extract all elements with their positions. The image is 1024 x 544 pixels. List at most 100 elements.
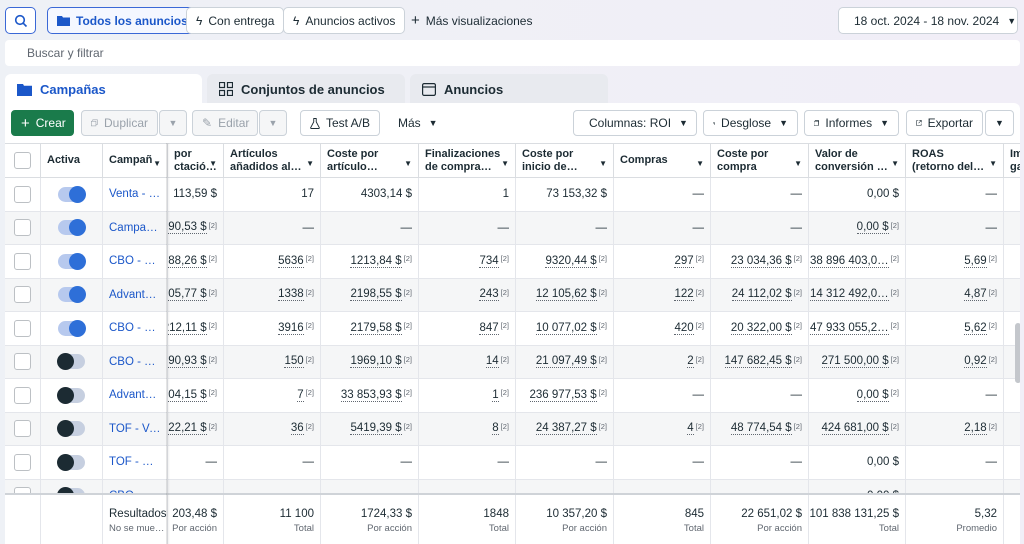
header-cost-per-result[interactable]: por ctació… ▼ <box>168 144 224 177</box>
metric-value[interactable]: 4 <box>687 422 694 436</box>
row-checkbox[interactable] <box>14 386 31 404</box>
row-checkbox[interactable] <box>14 420 31 438</box>
row-checkbox[interactable] <box>14 252 31 270</box>
metric-value[interactable]: 424 681,00 $ <box>821 422 889 436</box>
metric-value[interactable]: 9320,44 $ <box>545 254 597 268</box>
header-campaign[interactable]: Campañ ▼ <box>103 144 168 177</box>
metric-value[interactable]: 4,87 <box>964 288 987 302</box>
metric-value[interactable]: 5636 <box>278 254 304 268</box>
campaign-name-link[interactable]: CBO - T… <box>109 355 161 368</box>
row-checkbox[interactable] <box>14 286 31 304</box>
campaign-toggle[interactable] <box>57 420 85 438</box>
metric-value[interactable]: 205,77 $ <box>168 288 207 302</box>
table-row[interactable]: Campañ…390,53 $[2]——————0,00 $[2]— <box>5 211 1020 245</box>
row-checkbox[interactable] <box>14 219 31 237</box>
table-row[interactable]: TOF - B… — — — — — — — 0,00 $ — <box>5 446 1020 480</box>
metric-value[interactable]: 222,21 $ <box>168 422 207 436</box>
row-checkbox[interactable] <box>14 319 31 337</box>
metric-value[interactable]: 847 <box>479 321 499 335</box>
campaign-name-link[interactable]: TOF - Ve… <box>109 422 161 435</box>
metric-value[interactable]: 23 034,36 $ <box>730 254 792 268</box>
duplicate-button[interactable]: Duplicar <box>81 110 158 136</box>
header-active[interactable]: Activa <box>41 144 103 177</box>
metric-value[interactable]: 12 105,62 $ <box>535 288 597 302</box>
metric-value[interactable]: 1 <box>492 388 499 402</box>
metric-value[interactable]: 24 387,27 $ <box>535 422 597 436</box>
metric-value[interactable]: 5,69 <box>964 254 987 268</box>
columns-button[interactable]: Columnas: ROI ▼ <box>573 110 697 136</box>
campaign-name-link[interactable]: CBO - M… <box>109 255 161 268</box>
metric-value[interactable]: 10 077,02 $ <box>535 321 597 335</box>
metric-value[interactable]: 604,15 $ <box>168 389 207 402</box>
metric-value[interactable]: 2,18 <box>964 422 987 436</box>
vertical-scrollbar[interactable] <box>1015 323 1020 383</box>
view-delivering[interactable]: ϟ Con entrega <box>186 7 285 34</box>
metric-value[interactable]: 0,92 <box>964 355 987 369</box>
table-row[interactable]: Venta - … 113,59 $ 17 4303,14 $ 1 73 153,32 $… <box>5 178 1020 212</box>
metric-value[interactable]: 36 <box>290 422 304 436</box>
table-row[interactable]: CBO - M…388,26 $[2]5636[2]1213,84 $[2]73… <box>5 245 1020 279</box>
metric-value[interactable]: 734 <box>479 254 499 268</box>
metric-value[interactable]: 14 <box>485 355 499 369</box>
metric-value[interactable]: 5419,39 $ <box>350 422 402 436</box>
header-cost-atc[interactable]: Coste por artículo… ▼ <box>321 144 419 177</box>
row-checkbox[interactable] <box>14 453 31 471</box>
metric-value[interactable]: 33 853,93 $ <box>340 388 402 402</box>
select-all-checkbox[interactable] <box>14 152 31 169</box>
view-all-ads[interactable]: Todos los anuncios <box>47 7 198 34</box>
campaign-toggle[interactable] <box>57 353 85 371</box>
campaign-toggle[interactable] <box>58 252 86 270</box>
metric-value[interactable]: 2198,55 $ <box>350 288 402 302</box>
more-button[interactable]: Más ▼ <box>389 110 441 136</box>
metric-value[interactable]: 7 <box>297 388 304 402</box>
metric-value[interactable]: 420 <box>674 321 694 335</box>
ab-test-button[interactable]: Test A/B <box>300 110 380 136</box>
campaign-name-link[interactable]: Advanta… <box>109 288 161 301</box>
header-purchases[interactable]: Compras ▼ <box>614 144 711 177</box>
metric-value[interactable]: 14 312 492,0… <box>810 288 889 302</box>
export-dropdown[interactable]: ▼ <box>985 110 1014 136</box>
metric-value[interactable]: 212,11 $ <box>168 322 207 335</box>
metric-value[interactable]: 24 112,02 $ <box>731 288 792 302</box>
metric-value[interactable]: 0,00 $ <box>856 388 889 402</box>
header-cost-purchase[interactable]: Coste por compra ▼ <box>711 144 809 177</box>
metric-value[interactable]: 1338 <box>278 288 304 302</box>
campaign-name-link[interactable]: Venta - … <box>109 188 161 201</box>
duplicate-dropdown[interactable]: ▼ <box>159 110 187 136</box>
metric-value[interactable]: 47 933 055,2… <box>810 321 889 335</box>
metric-value[interactable]: 2179,58 $ <box>350 321 402 335</box>
metric-value[interactable]: 243 <box>479 288 499 302</box>
campaign-name-link[interactable]: Campañ… <box>109 221 161 234</box>
more-views-button[interactable]: + Más visualizaciones <box>402 7 541 34</box>
table-row[interactable]: TOF - Ve…222,21 $[2]36[2]5419,39 $[2]8[2… <box>5 412 1020 446</box>
header-extra[interactable]: Im ga <box>1004 144 1020 177</box>
table-row[interactable]: CBO - M…212,11 $[2]3916[2]2179,58 $[2]84… <box>5 312 1020 346</box>
metric-value[interactable]: 21 097,49 $ <box>535 355 597 369</box>
campaign-name-link[interactable]: CBO - M… <box>109 322 161 335</box>
campaign-toggle[interactable] <box>57 453 85 471</box>
metric-value[interactable]: 150 <box>284 355 304 369</box>
metric-value[interactable]: 5,62 <box>964 321 987 335</box>
reports-button[interactable]: Informes ▼ <box>804 110 899 136</box>
row-checkbox[interactable] <box>14 353 31 371</box>
campaign-toggle[interactable] <box>58 185 86 203</box>
header-atc[interactable]: Artículos añadidos al… ▼ <box>224 144 321 177</box>
metric-value[interactable]: 390,53 $ <box>168 221 207 235</box>
header-roas[interactable]: ROAS (retorno del… ▼ <box>906 144 1004 177</box>
metric-value[interactable]: 190,93 $ <box>168 355 207 369</box>
campaign-toggle[interactable] <box>58 319 86 337</box>
metric-value[interactable]: 147 682,45 $ <box>724 355 792 369</box>
metric-value[interactable]: 236 977,53 $ <box>529 388 597 402</box>
breakdown-button[interactable]: Desglose ▼ <box>703 110 798 136</box>
metric-value[interactable]: 1969,10 $ <box>350 355 402 369</box>
tab-ad-sets[interactable]: Conjuntos de anuncios <box>207 74 405 104</box>
metric-value[interactable]: 1213,84 $ <box>350 254 402 268</box>
row-checkbox[interactable] <box>14 185 31 203</box>
edit-button[interactable]: ✎ Editar <box>192 110 258 136</box>
export-button[interactable]: Exportar <box>906 110 983 136</box>
metric-value[interactable]: 3916 <box>278 321 304 335</box>
tab-ads[interactable]: Anuncios <box>410 74 608 104</box>
header-checkouts[interactable]: Finalizaciones de compra… ▼ <box>419 144 516 177</box>
tab-campaigns[interactable]: Campañas <box>5 74 202 104</box>
table-row[interactable]: Advanta…205,77 $[2]1338[2]2198,55 $[2]24… <box>5 278 1020 312</box>
